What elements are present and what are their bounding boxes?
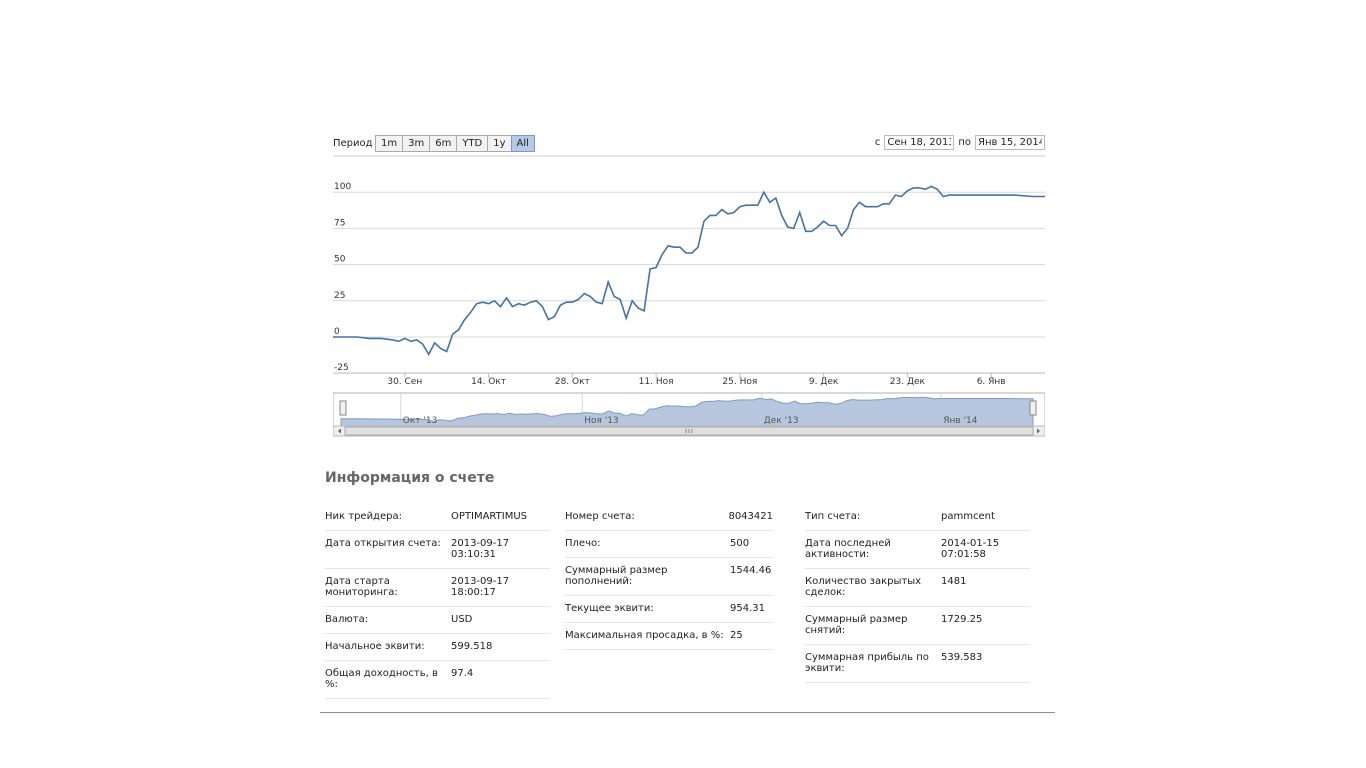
info-value: 500 xyxy=(730,538,750,549)
info-key: Тип счета: xyxy=(805,511,861,522)
info-row: Дата последней активности: 2014-01-15 07:… xyxy=(805,531,1030,569)
info-value: 25 xyxy=(730,630,743,641)
x-tick-label: 14. Окт xyxy=(471,377,506,387)
account-info: Информация о счете Ник трейдера: OPTIMART… xyxy=(325,470,1055,699)
date-range: с по xyxy=(871,135,1045,150)
x-tick-label: 30. Сен xyxy=(387,377,422,387)
chart-svg: -25 0 25 50 75 100 30. Сен 14. Окт 28. Окт 11. Но… xyxy=(333,155,1045,437)
navigator-label: Дек '13 xyxy=(764,416,799,426)
info-value: 599.518 xyxy=(451,641,493,652)
navigator-handle-right[interactable] xyxy=(1029,400,1037,416)
scroll-grip-icon xyxy=(685,429,693,433)
y-tick-label: -25 xyxy=(334,363,349,373)
navigator-label: Ноя '13 xyxy=(584,416,618,426)
info-row: Количество закрытых сделок: 1481 xyxy=(805,569,1030,607)
info-row: Валюта: USD xyxy=(325,607,550,634)
period-button-3m[interactable]: 3m xyxy=(402,135,431,152)
info-column-1: Ник трейдера: OPTIMARTIMUS Дата открытия с… xyxy=(325,504,550,699)
x-tick-label: 25. Ноя xyxy=(722,377,757,387)
info-key: Номер счета: xyxy=(565,511,635,522)
to-date-input[interactable] xyxy=(975,135,1045,150)
info-key: Суммарный размер снятий: xyxy=(805,614,908,636)
y-tick-label: 0 xyxy=(334,327,340,337)
info-value: 1481 xyxy=(941,576,967,587)
scroll-right-icon xyxy=(1037,428,1040,434)
from-label: с xyxy=(874,137,881,148)
info-row: Ник трейдера: OPTIMARTIMUS xyxy=(325,504,550,531)
navigator-label: Янв '14 xyxy=(943,416,978,426)
x-tick-label: 6. Янв xyxy=(977,377,1006,387)
period-button-all[interactable]: All xyxy=(510,135,535,152)
x-tick-label: 28. Окт xyxy=(555,377,590,387)
from-date-input[interactable] xyxy=(884,135,955,150)
info-row: Плечо: 500 xyxy=(565,531,773,558)
info-key: Суммарная прибыль по эквити: xyxy=(805,652,929,674)
info-key: Плечо: xyxy=(565,538,601,549)
info-value: OPTIMARTIMUS xyxy=(451,511,528,522)
info-row: Текущее эквити: 954.31 xyxy=(565,596,773,623)
equity-line xyxy=(333,185,1045,357)
info-value: pammcent xyxy=(941,511,995,522)
info-value: 2013-09-17 18:00:17 xyxy=(451,576,510,598)
info-row: Суммарный размер снятий: 1729.25 xyxy=(805,607,1030,645)
info-row: Начальное эквити: 599.518 xyxy=(325,634,550,661)
info-row: Суммарная прибыль по эквити: 539.583 xyxy=(805,645,1030,683)
y-tick-label: 100 xyxy=(334,182,351,192)
info-value: 1729.25 xyxy=(941,614,983,625)
info-key: Текущее эквити: xyxy=(565,603,654,614)
account-info-title: Информация о счете xyxy=(325,470,495,486)
info-value: 8043421 xyxy=(728,511,773,522)
x-tick-label: 23. Дек xyxy=(890,377,926,387)
y-tick-label: 25 xyxy=(334,291,345,301)
info-key: Максимальная просадка, в %: xyxy=(565,630,724,641)
info-key: Общая доходность, в %: xyxy=(325,668,438,690)
y-tick-label: 50 xyxy=(334,255,346,265)
info-row: Дата открытия счета: 2013-09-17 03:10:31 xyxy=(325,531,550,569)
info-value: 2013-09-17 03:10:31 xyxy=(451,538,510,560)
navigator-area xyxy=(340,396,1034,427)
info-row: Номер счета: 8043421 xyxy=(565,504,773,531)
bottom-divider xyxy=(320,712,1055,713)
info-value: 954.31 xyxy=(730,603,765,614)
info-column-3: Тип счета: pammcent Дата последней активно… xyxy=(805,504,1030,683)
info-key: Количество закрытых сделок: xyxy=(805,576,922,598)
period-button-1y[interactable]: 1y xyxy=(487,135,512,152)
info-value: USD xyxy=(451,614,473,625)
y-tick-label: 75 xyxy=(334,218,345,228)
period-button-6m[interactable]: 6m xyxy=(429,135,458,152)
info-key: Дата последней активности: xyxy=(805,538,891,560)
navigator-handle-left[interactable] xyxy=(339,400,347,416)
info-key: Валюта: xyxy=(325,614,369,625)
info-key: Дата открытия счета: xyxy=(325,538,441,549)
info-row: Дата старта мониторинга: 2013-09-17 18:00… xyxy=(325,569,550,607)
period-label: Период xyxy=(333,138,373,149)
info-row: Максимальная просадка, в %: 25 xyxy=(565,623,773,650)
navigator-label: Окт '13 xyxy=(403,416,438,426)
to-label: по xyxy=(958,137,971,148)
x-tick-label: 9. Дек xyxy=(809,377,839,387)
info-key: Ник трейдера: xyxy=(325,511,402,522)
info-row: Общая доходность, в %: 97.4 xyxy=(325,661,550,699)
info-value: 1544.46 xyxy=(730,565,772,576)
info-value: 97.4 xyxy=(451,668,474,679)
info-row: Суммарный размер пополнений: 1544.46 xyxy=(565,558,773,596)
info-key: Суммарный размер пополнений: xyxy=(565,565,668,587)
x-tick-label: 11. Ноя xyxy=(639,377,674,387)
info-row: Тип счета: pammcent xyxy=(805,504,1030,531)
info-column-2: Номер счета: 8043421 Плечо: 500 Суммарный ра… xyxy=(565,504,773,650)
info-value: 2014-01-15 07:01:58 xyxy=(941,538,1000,560)
scroll-left-icon xyxy=(338,428,341,434)
info-key: Начальное эквити: xyxy=(325,641,425,652)
info-value: 539.583 xyxy=(941,652,983,663)
period-buttons: 1m 3m 6m YTD 1y All xyxy=(375,135,535,152)
info-key: Дата старта мониторинга: xyxy=(325,576,398,598)
